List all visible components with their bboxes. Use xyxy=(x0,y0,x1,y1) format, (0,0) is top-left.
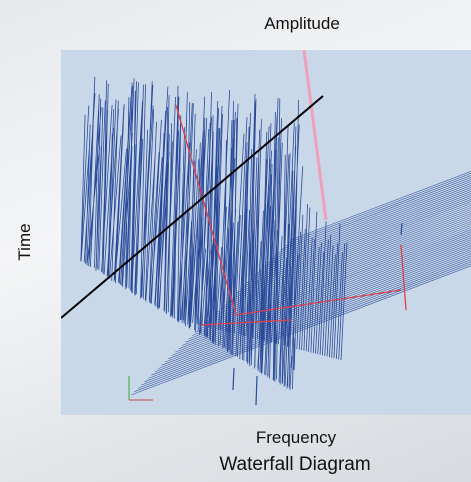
cursor-line xyxy=(61,95,324,319)
floor-spike xyxy=(255,375,258,406)
floor-spike xyxy=(232,367,235,391)
spectrum-spikes xyxy=(80,76,348,391)
marker-line xyxy=(200,319,292,326)
floor-spike xyxy=(293,337,296,371)
marker-line xyxy=(235,289,402,316)
x-axis-label: Frequency xyxy=(255,428,337,447)
floor-spike xyxy=(290,355,293,369)
floor-spike xyxy=(400,222,403,236)
marker-lines xyxy=(175,104,407,326)
origin-axes-icon xyxy=(128,376,153,401)
marker-line xyxy=(175,104,237,316)
chart-title: Waterfall Diagram xyxy=(219,454,371,475)
waterfall-plot[interactable] xyxy=(61,50,471,415)
z-axis-label: Amplitude xyxy=(264,14,340,33)
amplitude-axis-highlight xyxy=(302,50,328,221)
waterfall-traces xyxy=(80,76,403,406)
marker-line xyxy=(400,244,407,311)
y-axis-label: Time xyxy=(15,223,34,261)
